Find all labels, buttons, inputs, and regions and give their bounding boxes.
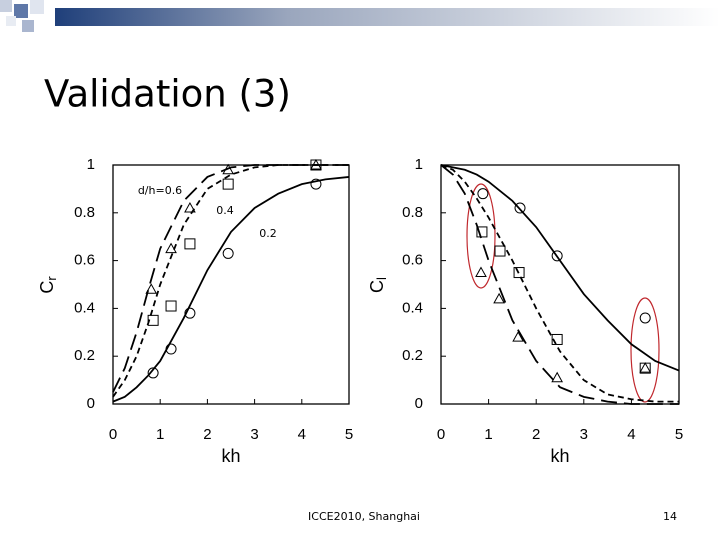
circle-marker — [639, 312, 651, 324]
x-tick-label: 0 — [437, 426, 445, 443]
y-axis-label-sub: r — [44, 276, 59, 281]
triangle-marker — [165, 242, 177, 254]
y-tick-label: 1 — [87, 156, 95, 173]
curve-label: d/h=0.6 — [138, 184, 182, 197]
square-marker — [513, 267, 525, 279]
curve — [440, 164, 679, 403]
x-tick-label: 5 — [345, 426, 353, 443]
footer: ICCE2010, Shanghai — [308, 510, 420, 523]
y-tick-label: 0.4 — [74, 299, 95, 316]
y-axis-label-sub: l — [374, 277, 389, 280]
circle-marker — [551, 250, 563, 262]
y-axis-label: Cr — [37, 276, 60, 294]
plot-frame — [440, 164, 680, 405]
x-tick-label: 0 — [109, 426, 117, 443]
x-tick-label: 2 — [532, 426, 540, 443]
square-marker — [184, 238, 196, 250]
square-marker — [476, 226, 488, 238]
triangle-marker — [512, 331, 524, 342]
y-tick-label: 0.6 — [402, 252, 423, 269]
circle-marker — [222, 247, 234, 259]
y-tick-label: 0 — [415, 395, 423, 412]
highlight-ellipse — [466, 183, 496, 289]
triangle-marker — [184, 201, 196, 213]
curve — [112, 176, 350, 403]
circle-marker — [165, 343, 177, 355]
y-tick-label: 0 — [87, 395, 95, 412]
square-marker — [494, 245, 506, 257]
circle-marker — [147, 367, 159, 379]
triangle-marker — [145, 283, 158, 294]
y-tick-label: 0.8 — [402, 204, 423, 221]
square-marker — [147, 314, 159, 326]
triangle-marker — [222, 163, 235, 175]
x-tick-label: 4 — [298, 426, 306, 443]
y-axis-label: Cl — [367, 277, 390, 293]
highlight-ellipse — [630, 297, 660, 403]
square-marker — [222, 178, 234, 190]
x-tick-label: 1 — [156, 426, 164, 443]
y-axis-label-main: C — [37, 281, 57, 294]
triangle-marker — [551, 371, 563, 383]
corner-squares — [0, 0, 44, 32]
circle-marker — [514, 202, 526, 214]
curve — [440, 164, 679, 405]
x-tick-label: 3 — [250, 426, 258, 443]
triangle-marker — [310, 158, 322, 170]
y-tick-label: 0.4 — [402, 299, 423, 316]
curve-label: 0.2 — [259, 227, 277, 240]
triangle-marker — [475, 266, 487, 278]
triangle-marker — [493, 292, 505, 304]
slide-title: Validation (3) — [44, 73, 291, 116]
circle-marker — [477, 188, 489, 200]
y-tick-label: 1 — [415, 156, 423, 173]
triangle-marker — [639, 362, 652, 373]
plot-frame — [112, 164, 350, 405]
circle-marker — [184, 307, 196, 319]
square-marker — [551, 333, 563, 345]
y-tick-label: 0.2 — [402, 347, 423, 364]
curve-label: 0.4 — [216, 204, 234, 217]
y-tick-label: 0.2 — [74, 347, 95, 364]
x-tick-label: 3 — [580, 426, 588, 443]
curve — [112, 164, 349, 393]
x-tick-label: 4 — [627, 426, 635, 443]
y-axis-label-main: C — [367, 280, 387, 293]
square-marker — [165, 300, 177, 312]
x-tick-label: 1 — [484, 426, 492, 443]
curve — [112, 164, 349, 398]
y-tick-label: 0.8 — [74, 204, 95, 221]
square-marker — [310, 159, 322, 171]
curve — [440, 164, 680, 372]
x-axis-label: kh — [550, 446, 569, 466]
circle-marker — [310, 178, 322, 190]
header-bar — [55, 8, 720, 26]
x-tick-label: 2 — [203, 426, 211, 443]
x-tick-label: 5 — [675, 426, 683, 443]
x-axis-label: kh — [221, 446, 240, 466]
page-number: 14 — [663, 510, 677, 523]
y-tick-label: 0.6 — [74, 252, 95, 269]
